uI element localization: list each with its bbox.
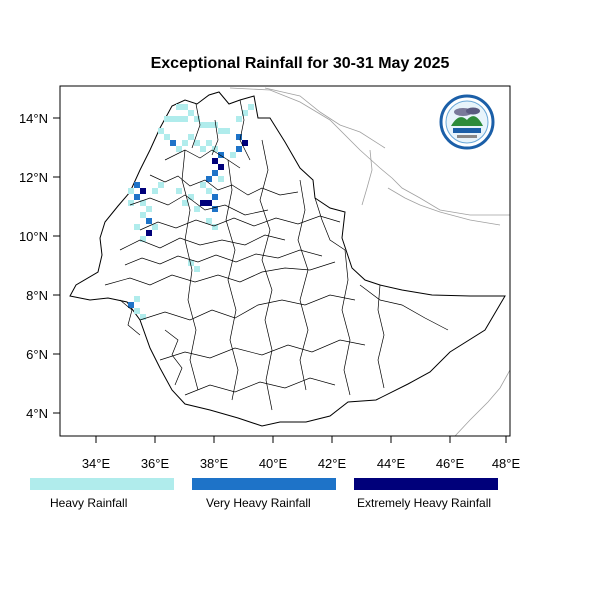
rainfall-cell [146,218,152,224]
rainfall-cell [140,212,146,218]
rainfall-cell [158,128,164,134]
rainfall-cell [170,140,176,146]
rainfall-cell [134,182,140,188]
rainfall-cell [218,176,224,182]
rainfall-cell [206,188,212,194]
rainfall-cell [182,200,188,206]
x-tick-label: 46°E [436,456,465,471]
rainfall-cell [206,122,212,128]
x-tick-label: 48°E [492,456,521,471]
map-title: Exceptional Rainfall for 30-31 May 2025 [150,55,450,72]
rainfall-cell [236,116,242,122]
rainfall-cell [176,188,182,194]
rainfall-cell [188,194,194,200]
rainfall-cell [224,128,230,134]
rainfall-cell [170,116,176,122]
rainfall-cell [236,134,242,140]
y-tick-label: 4°N [26,406,48,421]
rainfall-cell [230,152,236,158]
rainfall-cell [218,152,224,158]
rainfall-cell [200,146,206,152]
rainfall-cell [140,188,146,194]
y-tick-label: 10°N [19,229,48,244]
rainfall-cell [182,116,188,122]
rainfall-cell [194,140,200,146]
rainfall-cell [212,170,218,176]
rainfall-cell [134,308,140,314]
rainfall-cell [176,116,182,122]
rainfall-cell [194,116,200,122]
rainfall-cell [188,110,194,116]
rainfall-cell [128,200,134,206]
rainfall-cell [242,140,248,146]
rainfall-cell [218,128,224,134]
x-tick-label: 42°E [318,456,347,471]
rainfall-cells [128,104,254,320]
rainfall-cell [134,224,140,230]
rainfall-cell [146,230,152,236]
rainfall-cell [182,104,188,110]
rainfall-cell [236,146,242,152]
rainfall-cell [176,104,182,110]
rainfall-cell [194,206,200,212]
ethiopian-meteorology-institute-logo [439,94,495,150]
legend-label-very-heavy: Very Heavy Rainfall [206,496,311,510]
rainfall-cell [140,236,146,242]
legend-swatch-extremely-heavy [354,478,498,490]
rainfall-cell [218,164,224,170]
rainfall-cell [248,104,254,110]
x-tick-label: 40°E [259,456,288,471]
axis-ticks [53,117,507,443]
plot-frame [59,85,511,437]
rainfall-cell [200,200,206,206]
rainfall-cell [152,224,158,230]
y-tick-label: 14°N [19,111,48,126]
rainfall-cell [128,302,134,308]
rainfall-cell [164,134,170,140]
rainfall-cell [188,134,194,140]
rainfall-cell [212,122,218,128]
y-tick-label: 8°N [26,288,48,303]
rainfall-cell [140,200,146,206]
legend-label-heavy: Heavy Rainfall [50,496,128,510]
rainfall-cell [200,182,206,188]
rainfall-cell [128,188,134,194]
rainfall-cell [140,314,146,320]
rainfall-cell [164,116,170,122]
rainfall-cell [200,122,206,128]
rainfall-cell [242,110,248,116]
rainfall-cell [212,224,218,230]
rainfall-cell [206,176,212,182]
legend-label-extremely-heavy: Extremely Heavy Rainfall [357,496,492,510]
rainfall-cell [206,200,212,206]
x-tick-label: 44°E [377,456,406,471]
rainfall-cell [206,218,212,224]
rainfall-cell [212,146,218,152]
x-tick-label: 36°E [141,456,170,471]
rainfall-cell [212,158,218,164]
rainfall-cell [158,182,164,188]
x-tick-label: 38°E [200,456,229,471]
y-tick-label: 6°N [26,347,48,362]
rainfall-cell [182,140,188,146]
y-tick-label: 12°N [19,170,48,185]
region-boundaries [104,99,449,411]
rainfall-cell [212,194,218,200]
rainfall-cell [176,146,182,152]
neighbor-boundaries [229,87,510,436]
rainfall-cell [188,260,194,266]
rainfall-cell [206,140,212,146]
rainfall-cell [194,266,200,272]
rainfall-cell [152,188,158,194]
rainfall-cell [134,194,140,200]
legend-swatch-heavy [30,478,174,490]
x-tick-label: 34°E [82,456,111,471]
rainfall-cell [146,206,152,212]
rainfall-cell [134,296,140,302]
legend-swatch-very-heavy [192,478,336,490]
country-outline [69,91,506,427]
rainfall-cell [212,206,218,212]
